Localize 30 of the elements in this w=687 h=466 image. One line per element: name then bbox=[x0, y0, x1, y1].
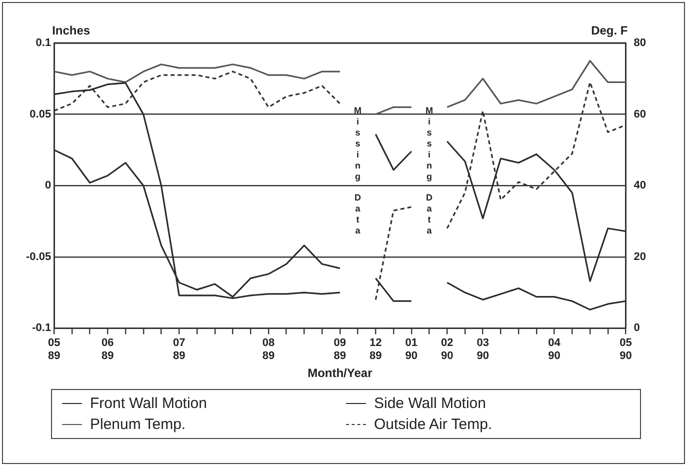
x-tick-label: 07 89 bbox=[173, 336, 186, 362]
y-tick-label: -0.05 bbox=[26, 250, 52, 263]
y-tick-label: 0.05 bbox=[30, 108, 52, 120]
x-tick-label: 08 89 bbox=[262, 336, 275, 362]
x-tick-label: 06 89 bbox=[102, 336, 114, 362]
x-axis-title: Month/Year bbox=[308, 366, 373, 380]
text: Missing Data bbox=[354, 105, 362, 236]
y2-tick-label: 60 bbox=[634, 108, 646, 120]
x-tick-label: 02 90 bbox=[440, 336, 454, 362]
legend-label: Outside Air Temp. bbox=[374, 416, 492, 433]
y-axis-title: Inches bbox=[52, 23, 90, 38]
x-tick-label: 12 89 bbox=[370, 336, 382, 362]
legend-label: Plenum Temp. bbox=[90, 416, 186, 433]
x-tick-label: 01 90 bbox=[405, 336, 418, 362]
y-tick-label: 0.1 bbox=[36, 37, 52, 50]
x-tick-label: 05 90 bbox=[620, 336, 632, 362]
legend-label: Side Wall Motion bbox=[374, 395, 486, 412]
x-tick-label: 03 90 bbox=[476, 336, 489, 362]
x-tick-label: 09 89 bbox=[334, 336, 346, 362]
y2-tick-label: 80 bbox=[634, 37, 646, 50]
text: Missing Data bbox=[425, 105, 433, 236]
y2-tick-label: 0 bbox=[634, 322, 640, 334]
y-tick-label: -0.1 bbox=[32, 322, 52, 334]
legend-label: Front Wall Motion bbox=[90, 395, 207, 412]
y2-tick-label: 20 bbox=[634, 250, 646, 263]
y-tick-label: 0 bbox=[44, 180, 52, 192]
x-tick-label: 04 90 bbox=[548, 336, 562, 362]
x-tick-label: 05 89 bbox=[48, 336, 60, 362]
y2-tick-label: 40 bbox=[634, 180, 646, 192]
y2-axis-title: Deg. F bbox=[591, 23, 628, 38]
